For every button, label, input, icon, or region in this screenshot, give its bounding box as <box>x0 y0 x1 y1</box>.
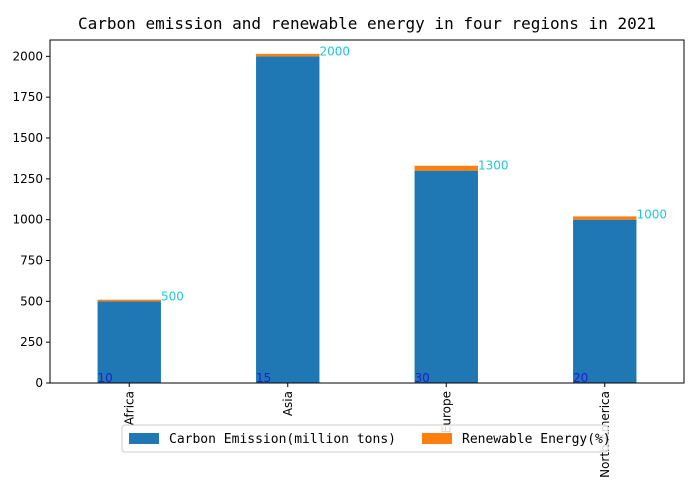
bar-renewable-north-america <box>573 216 637 220</box>
data-label-carbon: 1300 <box>478 159 509 173</box>
bar-renewable-africa <box>97 299 161 302</box>
legend-swatch-renewable <box>422 433 452 444</box>
legend-swatch-carbon <box>129 433 159 444</box>
data-label-carbon: 2000 <box>319 44 350 58</box>
x-tick-label: Africa <box>122 391 136 425</box>
bar-renewable-asia <box>256 53 320 57</box>
bar-carbon-africa <box>97 301 161 383</box>
data-label-renewable: 15 <box>256 371 271 385</box>
y-tick-label: 250 <box>20 335 43 349</box>
bar-carbon-north-america <box>573 219 637 383</box>
data-label-renewable: 20 <box>573 371 588 385</box>
data-label-carbon: 500 <box>161 289 184 303</box>
bar-carbon-asia <box>256 56 320 383</box>
legend-label-renewable: Renewable Energy(%) <box>462 432 611 447</box>
data-label-renewable: 10 <box>98 371 113 385</box>
y-tick-label: 1750 <box>12 90 43 104</box>
bar-carbon-europe <box>414 170 478 383</box>
bar-renewable-europe <box>414 165 478 171</box>
y-tick-label: 750 <box>20 254 43 268</box>
plot-area: 500 10 2000 15 1300 30 1000 20 0 250 500 750 1000 125… <box>12 39 685 478</box>
legend-box <box>121 424 609 453</box>
data-label-carbon: 1000 <box>636 208 667 222</box>
y-tick-label: 0 <box>35 376 43 390</box>
data-label-renewable: 30 <box>415 371 430 385</box>
legend-label-carbon: Carbon Emission(million tons) <box>169 432 396 447</box>
y-tick-label: 500 <box>20 294 43 308</box>
y-tick-label: 1500 <box>12 131 43 145</box>
y-tick-label: 1000 <box>12 213 43 227</box>
y-tick-label: 2000 <box>12 49 43 63</box>
x-tick-label: Asia <box>281 391 295 416</box>
chart-title: Carbon emission and renewable energy in … <box>78 14 656 33</box>
y-tick-label: 1250 <box>12 172 43 186</box>
x-tick-label: Europe <box>439 391 453 433</box>
axes-frame <box>49 39 685 384</box>
legend: Carbon Emission(million tons) Renewable E… <box>121 424 611 453</box>
